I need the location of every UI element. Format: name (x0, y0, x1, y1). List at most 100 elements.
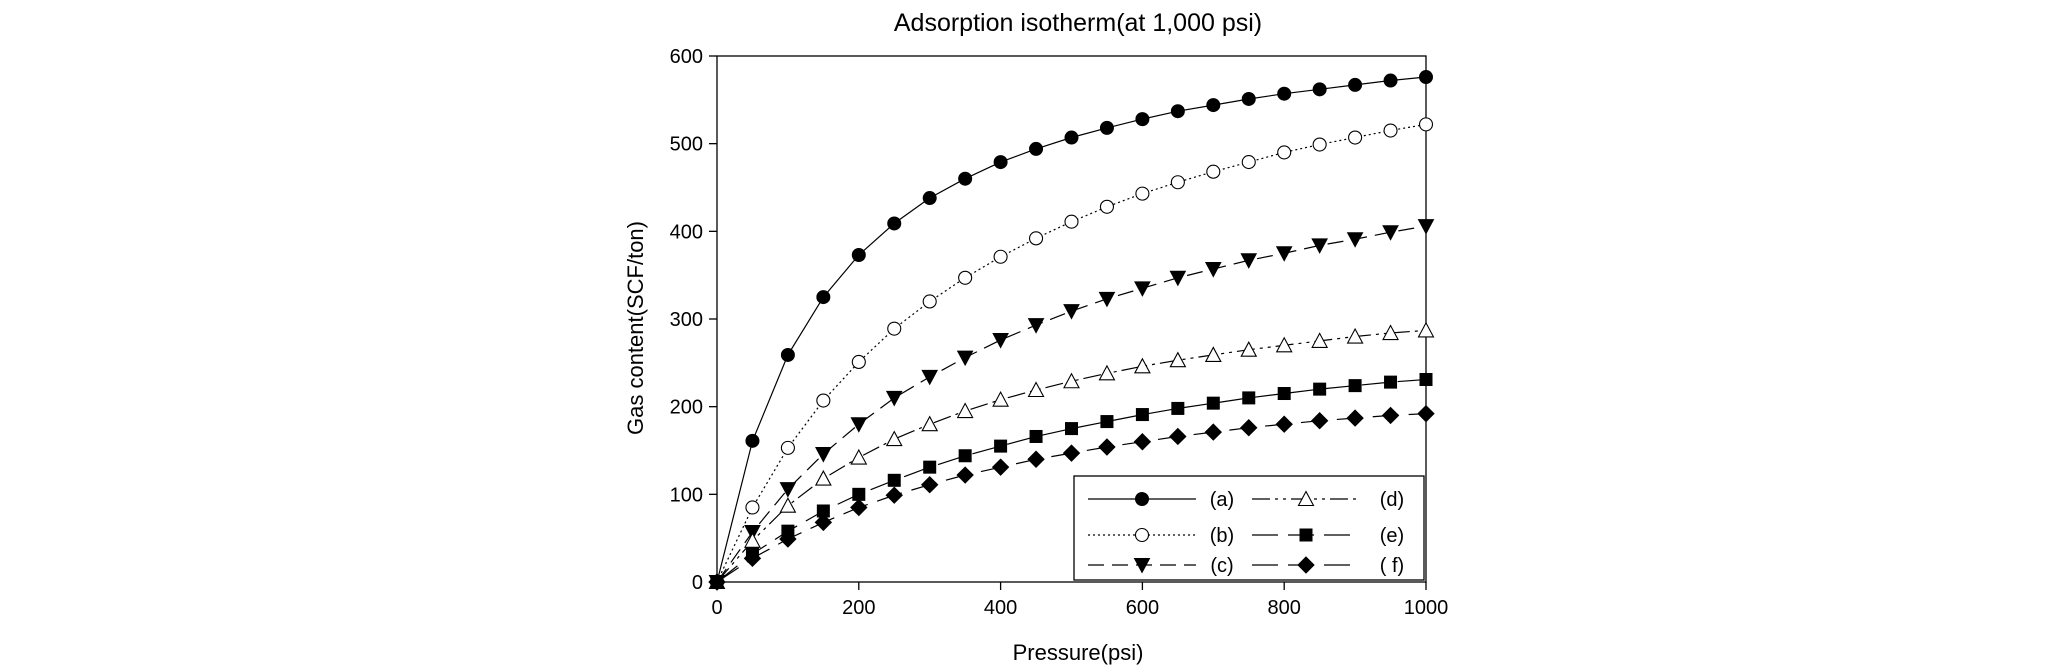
data-point (1029, 231, 1044, 246)
data-point (1275, 415, 1293, 433)
data-point (743, 549, 762, 568)
legend-label: (a) (1210, 489, 1234, 511)
data-point (1099, 120, 1114, 135)
data-point (779, 482, 797, 498)
series-line (716, 225, 1427, 583)
data-point (1382, 225, 1399, 241)
legend-marker (1297, 556, 1315, 574)
data-point (1418, 117, 1434, 132)
y-tick-label: 0 (692, 572, 703, 594)
series-6 (708, 404, 1435, 591)
data-point (1134, 281, 1151, 297)
x-tick-label: 800 (1268, 597, 1301, 619)
data-point (1170, 104, 1185, 119)
data-point (1346, 409, 1364, 427)
data-point (1065, 422, 1078, 436)
legend-marker (1134, 527, 1150, 543)
data-point (814, 513, 833, 532)
data-point (958, 171, 973, 186)
data-point (1027, 450, 1045, 468)
data-point (992, 333, 1009, 349)
data-point (1348, 77, 1363, 92)
data-point (779, 497, 797, 513)
data-point (1027, 318, 1045, 334)
data-point (851, 248, 866, 263)
data-point (779, 530, 797, 548)
data-point (850, 417, 868, 433)
data-point (780, 440, 795, 455)
data-point (1313, 382, 1327, 396)
legend-marker (1299, 528, 1313, 542)
chart-title: Adsorption isotherm(at 1,000 psi) (894, 9, 1262, 37)
data-point (1240, 253, 1258, 269)
data-point (1063, 304, 1080, 320)
x-tick-label: 200 (842, 597, 875, 619)
data-point (1098, 438, 1116, 456)
legend-label: ( f) (1380, 555, 1404, 577)
data-point (1135, 408, 1149, 422)
legend-label: (c) (1210, 555, 1233, 577)
legend-label: (e) (1380, 525, 1404, 547)
data-point (923, 460, 937, 474)
data-point (850, 448, 868, 465)
y-tick-label: 600 (670, 46, 703, 68)
data-point (887, 473, 901, 487)
data-point (816, 393, 831, 408)
data-point (993, 249, 1008, 264)
data-point (1064, 214, 1079, 229)
data-point (1310, 411, 1329, 430)
y-tick-label: 200 (670, 397, 703, 419)
data-point (885, 390, 903, 407)
legend-marker (1297, 490, 1315, 507)
data-point (1346, 232, 1364, 248)
data-point (1135, 186, 1150, 201)
data-point (1277, 86, 1292, 101)
data-point (920, 475, 939, 494)
data-point (993, 155, 1008, 170)
data-point (1063, 372, 1080, 389)
data-point (1419, 70, 1433, 85)
data-point (1311, 238, 1328, 254)
data-point (1204, 346, 1222, 362)
data-point (922, 294, 937, 309)
data-point (958, 449, 972, 463)
series-2 (709, 117, 1434, 590)
data-point (1169, 427, 1187, 446)
data-point (1206, 164, 1221, 179)
data-point (1027, 381, 1045, 398)
data-point (1170, 175, 1185, 190)
data-point (922, 191, 937, 206)
data-point (1135, 112, 1150, 127)
data-point (745, 433, 760, 448)
data-point (1417, 219, 1435, 235)
series-4 (708, 321, 1435, 590)
legend-marker (1135, 492, 1149, 506)
data-point (1348, 379, 1362, 393)
data-point (745, 500, 760, 515)
data-point (1029, 429, 1043, 443)
data-point (956, 350, 974, 367)
data-point (887, 216, 902, 231)
data-point (921, 415, 939, 432)
data-point (1241, 91, 1256, 106)
data-point (1312, 82, 1327, 97)
data-point (708, 573, 726, 591)
data-point (1384, 375, 1398, 389)
y-axis-label: Gas content(SCF/ton) (623, 221, 648, 435)
series-1 (710, 70, 1433, 589)
data-point (1099, 199, 1114, 214)
data-point (851, 354, 866, 370)
data-point (1383, 123, 1398, 138)
x-axis-label: Pressure(psi) (1013, 640, 1144, 665)
legend-entry: (a) (1088, 489, 1234, 511)
data-point (1419, 372, 1433, 386)
data-point (814, 469, 832, 486)
data-point (1098, 364, 1116, 381)
legend-label: (d) (1380, 489, 1404, 511)
data-point (885, 486, 903, 504)
legend-entry: (e) (1252, 525, 1404, 547)
data-point (1204, 262, 1222, 278)
data-point (1029, 141, 1044, 156)
plot-area: 0 200 400 600 800 1000 0 100 200 300 400 500 600 (670, 46, 1449, 619)
